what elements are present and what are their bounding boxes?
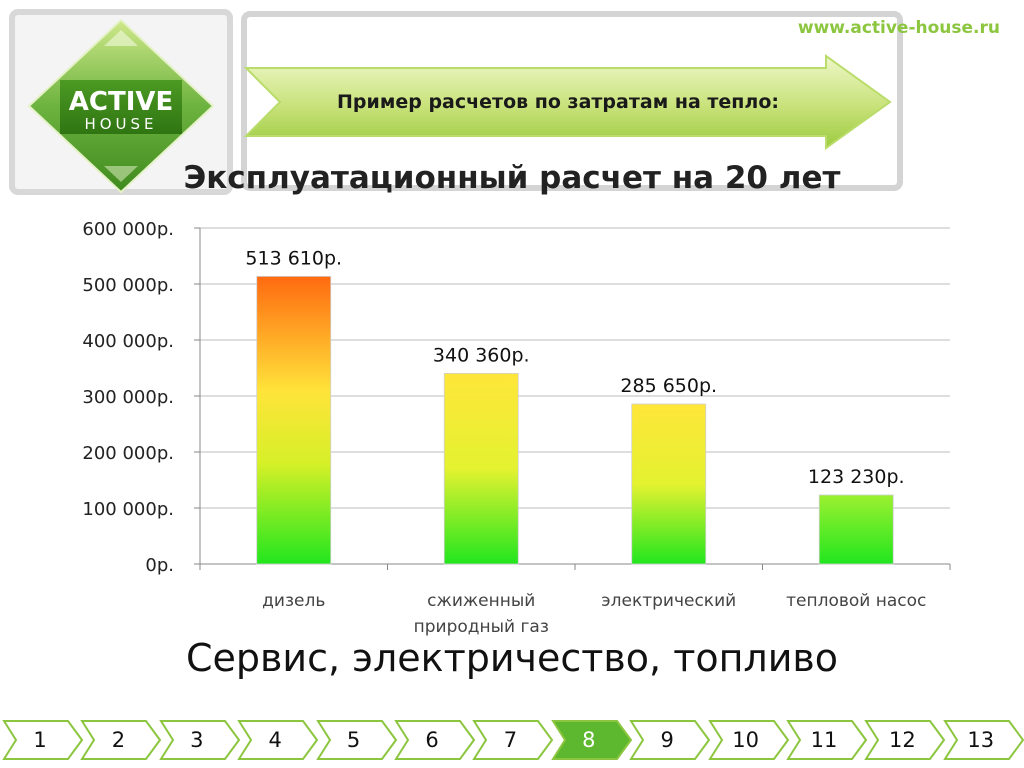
chevron-icon bbox=[864, 720, 946, 760]
slide-pager: 1 2 3 4 5 6 7 8 9 10 11 12 13 bbox=[0, 718, 1024, 764]
chevron-icon bbox=[942, 720, 1024, 760]
page-3-button[interactable]: 3 bbox=[158, 718, 243, 762]
page-number: 4 bbox=[268, 728, 282, 752]
page-8-button[interactable]: 8 bbox=[550, 718, 635, 762]
x-tick-label: дизель bbox=[262, 591, 325, 611]
data-label: 285 650р. bbox=[620, 375, 717, 397]
page-number: 9 bbox=[660, 728, 674, 752]
y-tick-label: 300 000р. bbox=[82, 387, 174, 408]
page-13-button[interactable]: 13 bbox=[942, 718, 1024, 762]
chevron-icon bbox=[394, 720, 476, 760]
page-2-button[interactable]: 2 bbox=[80, 718, 164, 762]
chevron-icon bbox=[315, 720, 397, 760]
bar-chart: 0р. 100 000р. 200 000р. 300 000р. 400 000р. 5… bbox=[82, 219, 951, 637]
chevron-icon bbox=[237, 720, 319, 760]
x-tick-label: сжиженный bbox=[427, 591, 535, 611]
page-number: 6 bbox=[425, 728, 439, 752]
bar-3 bbox=[631, 403, 707, 565]
y-tick-label: 400 000р. bbox=[82, 331, 174, 352]
logo-text-bottom: HOUSE bbox=[84, 115, 157, 133]
chevron-icon bbox=[707, 720, 789, 760]
logo-text-top: ACTIVE bbox=[69, 87, 174, 117]
chevron-icon bbox=[158, 720, 241, 760]
banner-title: Пример расчетов по затратам на тепло: bbox=[337, 91, 779, 113]
y-tick-label: 100 000р. bbox=[82, 499, 174, 520]
page-6-button[interactable]: 6 bbox=[394, 718, 478, 762]
chevron-icon bbox=[629, 720, 711, 760]
bar-4 bbox=[818, 494, 894, 565]
active-house-logo: ACTIVE HOUSE bbox=[9, 9, 233, 195]
page-number: 7 bbox=[503, 728, 518, 752]
page-11-button[interactable]: 11 bbox=[786, 718, 870, 762]
footer-caption: Сервис, электричество, топливо bbox=[185, 636, 839, 680]
data-label: 123 230р. bbox=[808, 466, 905, 488]
page-12-button[interactable]: 12 bbox=[864, 718, 948, 762]
x-tick-label: тепловой насос bbox=[786, 591, 926, 611]
y-tick-label: 600 000р. bbox=[82, 219, 174, 240]
page-7-button[interactable]: 7 bbox=[472, 718, 556, 762]
page-number: 12 bbox=[889, 728, 916, 752]
chart-title: Эксплуатационный расчет на 20 лет bbox=[183, 160, 841, 196]
page-4-button[interactable]: 4 bbox=[237, 718, 321, 762]
y-tick-label: 200 000р. bbox=[82, 443, 174, 464]
data-label: 340 360р. bbox=[433, 344, 530, 366]
site-url: www.active-house.ru bbox=[797, 18, 1000, 38]
chevron-icon bbox=[786, 720, 868, 760]
page-number: 11 bbox=[810, 728, 838, 752]
chevron-icon bbox=[550, 720, 633, 760]
page-1-button[interactable]: 1 bbox=[2, 718, 86, 762]
page-9-button[interactable]: 9 bbox=[629, 718, 713, 762]
page-number: 8 bbox=[582, 728, 596, 752]
chevron-icon bbox=[472, 720, 554, 760]
page-number: 10 bbox=[732, 728, 759, 752]
bar-1 bbox=[256, 275, 332, 565]
x-tick-label: природный газ bbox=[414, 617, 549, 637]
y-tick-label: 500 000р. bbox=[82, 275, 174, 296]
header-frame bbox=[241, 11, 903, 191]
chevron-icon bbox=[80, 720, 162, 760]
page-number: 3 bbox=[190, 728, 204, 752]
page-10-button[interactable]: 10 bbox=[707, 718, 792, 762]
page-number: 2 bbox=[111, 728, 126, 752]
bar-2 bbox=[443, 372, 519, 565]
page-5-button[interactable]: 5 bbox=[315, 718, 400, 762]
page-number: 1 bbox=[33, 728, 47, 752]
y-tick-label: 0р. bbox=[145, 555, 174, 576]
data-label: 513 610р. bbox=[245, 247, 342, 269]
x-tick-label: электрический bbox=[601, 591, 736, 611]
page-number: 5 bbox=[346, 728, 361, 752]
chevron-icon bbox=[2, 720, 84, 760]
page-number: 13 bbox=[967, 728, 995, 752]
banner-arrow-icon bbox=[243, 54, 892, 150]
